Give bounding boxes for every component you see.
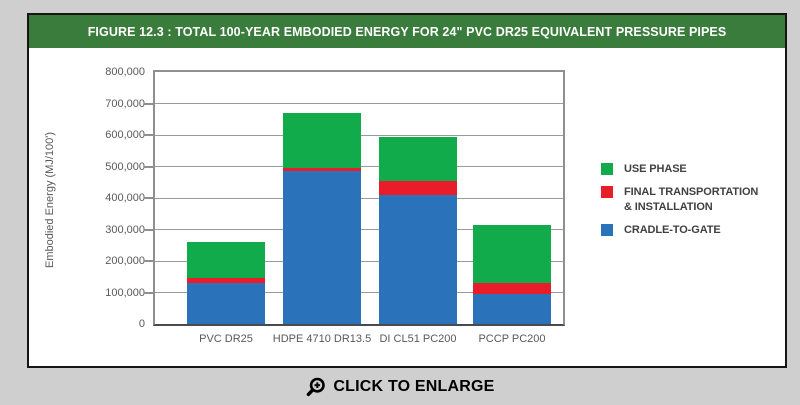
bar-segment-final-transportation-installation [283,168,361,172]
y-tick-mark [144,102,153,105]
bar-segment-cradle-to-gate [473,294,551,324]
bar-di-cl51-pc200 [379,136,457,324]
bar-pccp-pc200 [473,224,551,324]
bar-segment-use-phase [283,112,361,169]
y-tick-label: 400,000 [105,192,145,204]
y-tick-label: 200,000 [105,255,145,267]
bar-hdpe-4710-dr13-5 [283,112,361,324]
legend-item-final-transportation-installation: FINAL TRANSPORTATION & INSTALLATION [601,185,758,215]
x-axis-label: HDPE 4710 DR13.5 [272,333,372,345]
bar-segment-cradle-to-gate [283,171,361,324]
legend-item-cradle-to-gate: CRADLE-TO-GATE [601,223,758,238]
y-tick-mark [144,197,153,199]
bar-segment-cradle-to-gate [379,194,457,324]
click-to-enlarge-label: CLICK TO ENLARGE [333,377,495,395]
click-to-enlarge-button[interactable]: CLICK TO ENLARGE [0,368,800,405]
y-tick-label: 600,000 [105,129,145,141]
x-axis-label: DI CL51 PC200 [379,333,457,345]
y-tick-label: 800,000 [105,66,145,78]
legend-label: CRADLE-TO-GATE [624,224,721,236]
bar-segment-final-transportation-installation [473,283,551,295]
y-tick-mark [144,260,153,262]
figure-title-bar: FIGURE 12.3 : TOTAL 100-YEAR EMBODIED EN… [29,15,785,48]
figure-title: FIGURE 12.3 : TOTAL 100-YEAR EMBODIED EN… [87,24,727,39]
y-axis-title: Embodied Energy (MJ/100') [44,132,56,268]
bar-segment-use-phase [187,242,265,279]
plot-area [153,70,565,326]
legend-swatch-use-phase [601,163,613,175]
magnifier-zoom-icon [307,377,326,396]
legend-label: FINAL TRANSPORTATION & INSTALLATION [624,186,759,213]
bar-segment-use-phase [379,136,457,181]
bar-pvc-dr25 [187,242,265,324]
y-tick-label: 100,000 [105,286,145,299]
figure-card: FIGURE 12.3 : TOTAL 100-YEAR EMBODIED EN… [27,13,787,368]
plot-inner [155,72,563,324]
bar-segment-final-transportation-installation [379,180,457,195]
y-tick-label: 500,000 [105,160,145,173]
y-tick-mark [144,165,153,168]
bar-segment-final-transportation-installation [187,278,265,284]
legend-swatch-cradle-to-gate [601,224,613,236]
y-tick-label: 0 [138,318,145,330]
bar-segment-cradle-to-gate [187,283,265,324]
bar-segment-use-phase [473,224,551,284]
x-axis-label: PCCP PC200 [478,333,546,345]
legend-swatch-final-transportation-installation [601,186,613,198]
x-axis-label: PVC DR25 [199,333,253,345]
y-tick-mark [144,228,153,231]
legend-item-use-phase: USE PHASE [601,162,758,177]
y-tick-mark [144,134,153,136]
y-tick-mark [144,291,153,294]
legend: USE PHASE FINAL TRANSPORTATION & INSTALLAT… [601,162,758,246]
gridline [155,103,563,104]
y-tick-label: 300,000 [105,223,145,236]
y-tick-label: 700,000 [105,97,145,110]
legend-label: USE PHASE [624,163,687,175]
